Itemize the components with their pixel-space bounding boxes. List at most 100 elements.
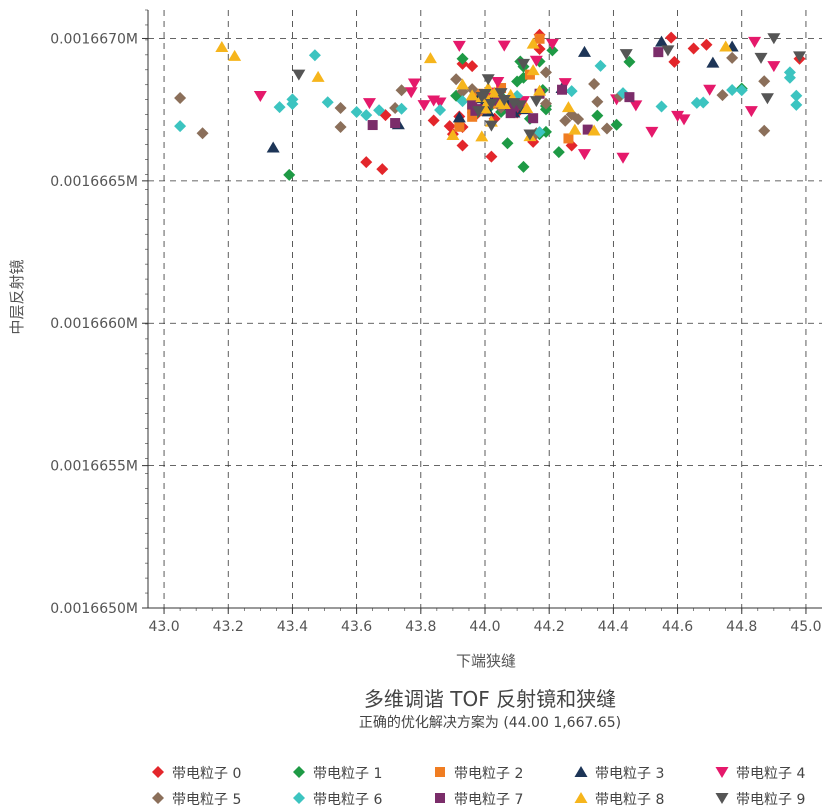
data-point [454, 121, 465, 132]
data-point [655, 100, 668, 113]
data-point [485, 150, 498, 163]
data-point [572, 113, 585, 126]
data-point [744, 106, 758, 118]
legend-marker [574, 792, 588, 803]
data-point [215, 41, 229, 53]
legend-label: 带电粒子 4 [736, 766, 805, 782]
data-point [450, 73, 463, 86]
data-point [404, 87, 418, 99]
series-6 [174, 49, 803, 139]
data-point [360, 109, 373, 122]
legend-label: 带电粒子 0 [172, 766, 241, 782]
data-point [395, 102, 408, 115]
data-point [427, 114, 440, 127]
data-point [308, 49, 321, 62]
data-point [760, 93, 774, 105]
x-tick-label: 45.0 [790, 619, 821, 635]
data-point [703, 84, 717, 96]
data-point [735, 84, 748, 97]
data-point [526, 64, 540, 76]
data-point [501, 137, 514, 150]
data-point [376, 163, 389, 176]
data-point [523, 129, 537, 141]
data-point [591, 95, 604, 108]
data-point [529, 96, 543, 108]
x-tick-label: 43.6 [341, 619, 372, 635]
legend-marker [715, 793, 729, 804]
data-point [783, 71, 796, 84]
data-point [266, 141, 280, 153]
data-point [719, 40, 733, 52]
data-point [407, 78, 421, 90]
y-tick-label: 0.0016660M [50, 316, 138, 332]
legend-label: 带电粒子 5 [172, 792, 241, 808]
data-point [726, 51, 739, 64]
legend: 带电粒子 0 带电粒子 1 带电粒子 2 带电粒子 3 带电粒子 4 带电粒子 5 带电粒子… [152, 766, 805, 808]
data-point [334, 121, 347, 134]
legend-label: 带电粒子 7 [454, 792, 523, 808]
data-point [629, 100, 643, 112]
data-points [174, 28, 807, 181]
series-5 [174, 51, 771, 140]
data-point [466, 83, 479, 96]
data-point [619, 49, 633, 61]
data-point [767, 61, 781, 73]
chart-title: 多维调谐 TOF 反射镜和狭缝 [364, 687, 616, 711]
data-point [690, 96, 703, 109]
data-point [456, 139, 469, 152]
series-0 [360, 28, 806, 176]
data-point [494, 88, 508, 100]
data-point [456, 52, 469, 65]
data-point [286, 97, 299, 110]
data-point [362, 98, 376, 110]
data-point [511, 75, 524, 88]
data-point [465, 89, 479, 101]
legend-marker [293, 766, 305, 778]
x-tick-label: 43.4 [277, 619, 308, 635]
data-point [577, 45, 591, 57]
legend-label: 带电粒子 1 [313, 766, 382, 782]
series-9 [292, 33, 807, 141]
legend-marker [715, 767, 729, 778]
data-point [321, 96, 334, 109]
data-point [481, 74, 495, 86]
data-point [726, 84, 739, 97]
data-point [373, 104, 386, 117]
axes: 43.0 43.2 43.4 43.6 43.8 44.0 44.2 44.4 44.6 44.8… [50, 9, 822, 635]
data-point [793, 51, 807, 63]
data-point [661, 45, 675, 57]
data-point [334, 101, 347, 114]
legend-label: 带电粒子 8 [595, 792, 664, 808]
data-point [754, 52, 768, 64]
legend-marker [435, 767, 445, 777]
data-point [529, 55, 543, 67]
data-point [697, 96, 710, 109]
data-point [790, 89, 803, 102]
data-point [653, 47, 664, 58]
data-point [174, 91, 187, 104]
legend-label: 带电粒子 6 [313, 792, 382, 808]
data-point [174, 120, 187, 133]
data-point [452, 111, 466, 123]
data-point [534, 33, 545, 44]
x-tick-label: 44.8 [726, 619, 757, 635]
data-point [228, 49, 242, 61]
data-point [655, 35, 669, 47]
data-point [671, 110, 685, 122]
x-tick-label: 43.8 [405, 619, 436, 635]
chart-subtitle: 正确的优化解决方案为 (44.00 1,667.65) [359, 714, 621, 731]
data-point [546, 44, 559, 57]
data-point [758, 124, 771, 137]
data-point [475, 130, 489, 142]
data-point [748, 36, 762, 48]
data-point [616, 152, 630, 164]
data-point [645, 126, 659, 138]
data-point [588, 78, 601, 91]
data-point [610, 118, 623, 131]
legend-marker [152, 766, 164, 778]
y-tick-label: 0.0016655M [50, 459, 138, 475]
data-point [517, 58, 531, 70]
legend-marker [574, 766, 588, 777]
data-point [497, 94, 511, 106]
